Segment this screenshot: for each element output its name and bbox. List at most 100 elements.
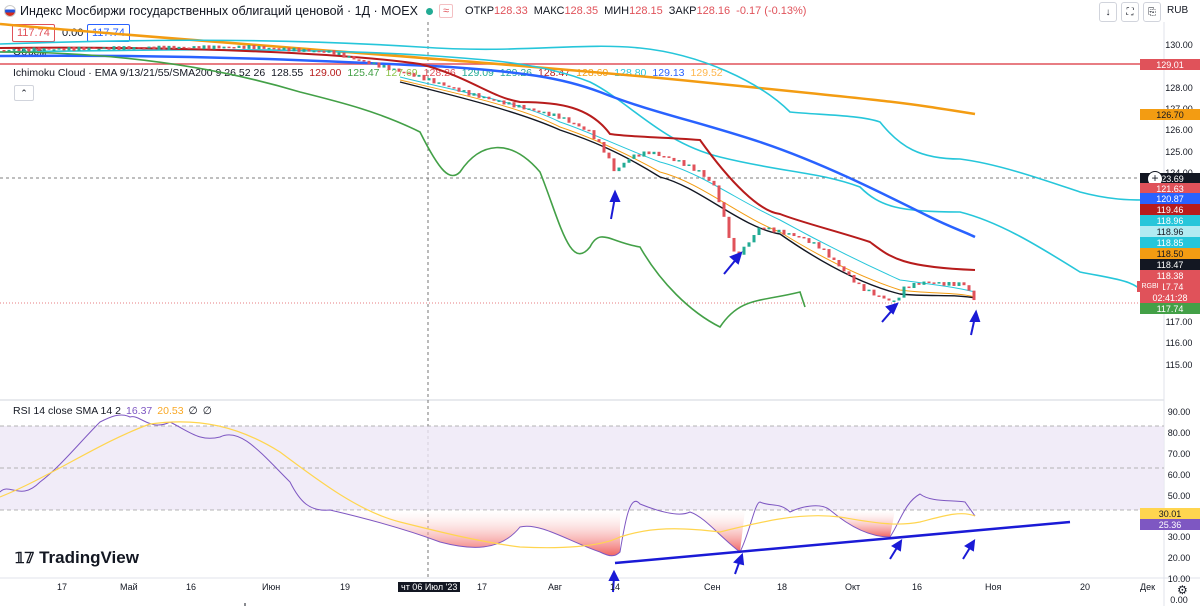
rsi-annotation-arrows	[608, 539, 976, 593]
candle	[467, 90, 471, 96]
candle	[602, 142, 606, 153]
level-line-price-label: 129.01	[1140, 59, 1200, 70]
candle	[377, 62, 381, 68]
rsi-line	[0, 414, 976, 557]
rsi-axis-tick: 80.00	[1167, 427, 1191, 438]
candle	[122, 46, 126, 51]
price-axis-tick: 128.00	[1165, 82, 1193, 93]
candle	[232, 47, 236, 49]
snapshot-icon[interactable]: ⎘	[1143, 2, 1161, 22]
candle	[17, 49, 21, 52]
candle	[922, 281, 926, 285]
candle	[357, 59, 361, 61]
candle	[167, 45, 171, 50]
candle	[702, 170, 706, 177]
time-axis-tick: 17	[477, 582, 488, 592]
candle	[72, 47, 76, 51]
rsi-axis-tick: 50.00	[1167, 490, 1191, 501]
time-axis-tick: Авг	[548, 582, 563, 592]
ohlc-low: МИН128.15	[604, 5, 663, 17]
bid-price-box[interactable]: 117.74	[12, 24, 55, 42]
candle	[252, 45, 256, 50]
currency-label[interactable]: RUB	[1167, 5, 1189, 16]
rsi-sma-label: 30.01	[1140, 508, 1200, 519]
candle	[32, 47, 36, 52]
candle	[617, 167, 621, 172]
candle	[52, 49, 56, 51]
candle	[397, 68, 401, 72]
candle	[202, 45, 206, 50]
candle	[127, 46, 131, 50]
candle	[837, 259, 841, 267]
candle	[287, 47, 291, 52]
time-axis-tick: Сен	[704, 582, 721, 592]
candle	[212, 45, 216, 50]
candle	[762, 227, 766, 230]
candle	[322, 50, 326, 53]
candle	[957, 282, 961, 286]
candle	[662, 155, 666, 158]
teal2-price-label: 118.96	[1140, 226, 1200, 237]
candle	[727, 216, 731, 238]
time-axis-tick: 19	[340, 582, 351, 592]
ohlc-change: -0.17 (-0.13%)	[736, 5, 807, 17]
candle	[392, 68, 396, 71]
candle	[817, 242, 821, 249]
candle	[382, 65, 386, 68]
candle	[27, 47, 31, 52]
candle	[527, 108, 531, 110]
candle	[852, 274, 856, 283]
compare-icon[interactable]: ≈	[438, 4, 454, 18]
candle	[402, 71, 406, 74]
candle	[917, 282, 921, 285]
ema21-line	[399, 76, 976, 293]
candle	[802, 236, 806, 239]
tradingview-logo[interactable]: 𝟙𝟟 TradingView	[15, 548, 139, 567]
candle	[302, 48, 306, 52]
candle	[137, 47, 141, 49]
candle	[942, 282, 946, 286]
candle	[692, 164, 696, 171]
candle	[147, 46, 151, 49]
time-axis-tick: Окт	[845, 582, 861, 592]
candle	[562, 117, 566, 119]
candle	[462, 90, 466, 92]
fullscreen-icon[interactable]: ⛶	[1121, 2, 1139, 22]
rsi-legend[interactable]: RSI 14 close SMA 14 2 16.37 20.53 ∅ ∅	[13, 405, 212, 417]
upper-band-line	[0, 39, 1145, 201]
rsi-axis-tick: 60.00	[1167, 469, 1191, 480]
candle	[367, 60, 371, 65]
candle	[832, 257, 836, 260]
candle	[797, 236, 801, 238]
sma200-line	[0, 22, 976, 116]
symbol-title[interactable]: Индекс Мосбиржи государственных облигаци…	[20, 4, 418, 18]
candle	[952, 282, 956, 286]
hidden-price-label: 121.63	[1140, 183, 1200, 194]
time-axis-tick: Июн	[262, 582, 281, 592]
candle	[327, 50, 331, 53]
price-axis-tick: 117.00	[1165, 316, 1193, 327]
candle	[567, 117, 571, 123]
candle	[827, 249, 831, 258]
ohlc-open: ОТКР128.33	[465, 5, 528, 17]
candle	[42, 48, 46, 52]
collapse-legend-icon[interactable]: ⌃	[14, 85, 34, 101]
download-icon[interactable]: ↓	[1099, 2, 1117, 22]
time-axis-tick: 16	[186, 582, 197, 592]
candle	[967, 285, 971, 291]
candle	[862, 284, 866, 291]
candle	[542, 111, 546, 114]
candle	[577, 123, 581, 127]
rsi-oversold-fill-3	[830, 510, 895, 537]
candle	[372, 62, 376, 65]
candle	[12, 49, 16, 51]
candle	[682, 160, 686, 166]
time-axis-tick: Май	[120, 582, 138, 592]
candle	[272, 47, 276, 50]
chart-canvas[interactable]	[0, 22, 1200, 606]
candle	[307, 48, 311, 52]
settings-gear-icon[interactable]: ⚙	[1177, 583, 1188, 597]
price-axis-tick: 125.00	[1165, 146, 1193, 157]
candle	[112, 46, 116, 50]
candle	[777, 229, 781, 233]
